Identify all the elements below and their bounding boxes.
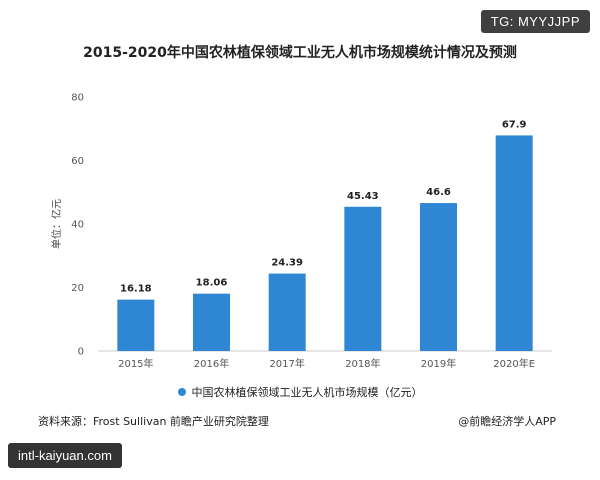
bar xyxy=(268,273,306,351)
x-tick-label: 2019年 xyxy=(421,357,456,370)
bar xyxy=(344,206,382,351)
brand-handle: @前瞻经济学人APP xyxy=(458,415,556,428)
chart-legend: 中国农林植保领域工业无人机市场规模（亿元） xyxy=(0,384,600,400)
data-label: 67.9 xyxy=(502,119,527,130)
x-tick-label: 2018年 xyxy=(345,357,380,370)
data-label: 46.6 xyxy=(426,187,451,198)
y-tick-label: 0 xyxy=(78,347,84,358)
y-axis-title: 单位：亿元 xyxy=(50,199,63,249)
legend-swatch xyxy=(177,388,186,396)
y-tick-label: 20 xyxy=(71,283,84,294)
data-label: 16.18 xyxy=(120,284,152,295)
chart-title: 2015-2020年中国农林植保领域工业无人机市场规模统计情况及预测 xyxy=(83,45,517,61)
bar xyxy=(420,203,457,351)
data-label: 24.39 xyxy=(271,258,303,269)
data-label: 18.06 xyxy=(196,278,228,289)
bar xyxy=(193,293,230,351)
y-tick-label: 80 xyxy=(71,93,84,104)
x-tick-label: 2020年E xyxy=(493,357,535,370)
bar xyxy=(117,299,155,351)
x-tick-label: 2017年 xyxy=(269,357,304,370)
bar xyxy=(495,135,533,351)
legend-label: 中国农林植保领域工业无人机市场规模（亿元） xyxy=(191,386,423,399)
tg-badge: TG: MYYJJPP xyxy=(480,10,590,33)
x-tick-label: 2016年 xyxy=(194,357,229,370)
x-tick-label: 2015年 xyxy=(118,357,153,370)
data-label: 45.43 xyxy=(347,191,379,202)
site-watermark-badge: intl-kaiyuan.com xyxy=(8,443,122,468)
y-tick-label: 60 xyxy=(71,156,84,167)
source-note: 资料来源：Frost Sullivan 前瞻产业研究院整理 xyxy=(38,415,269,428)
y-tick-label: 40 xyxy=(71,220,84,231)
